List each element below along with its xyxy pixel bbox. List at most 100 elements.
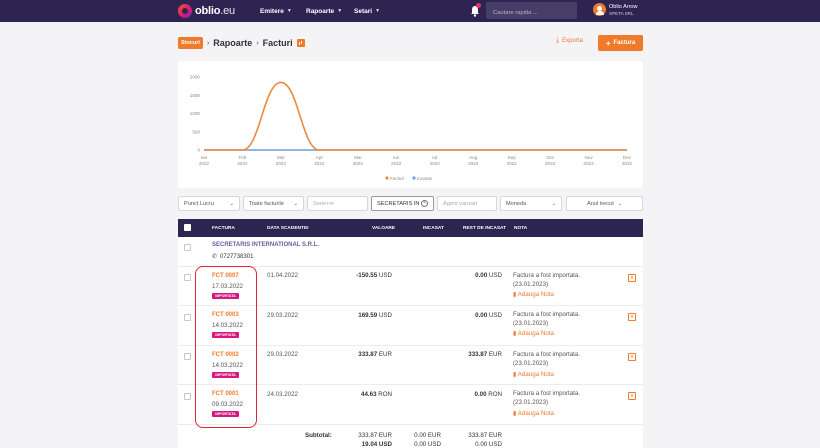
chevron-down-icon: ▼ — [337, 8, 343, 14]
subtotal-rest-2: 0.00 USD — [475, 441, 502, 448]
col-header-nota: NOTA — [514, 226, 528, 231]
x-tick-label: Ian — [201, 155, 208, 160]
select-all-checkbox[interactable] — [184, 224, 191, 231]
client-name[interactable]: SECRETARIS INTERNATIONAL S.R.L. — [212, 242, 320, 248]
serie-nr-input[interactable]: Serie+nr — [307, 196, 368, 211]
chart-toggle-icon[interactable] — [296, 39, 305, 47]
row-actions-dropdown[interactable]: ▾ — [628, 274, 636, 282]
rest-value: 0.00 USD — [475, 312, 502, 319]
row-actions-dropdown[interactable]: ▾ — [628, 392, 636, 400]
invoice-date: 17.03.2022 — [212, 283, 243, 290]
col-header-rest[interactable]: REST DE INCASAT — [463, 226, 507, 231]
quick-search-input[interactable] — [486, 2, 577, 19]
phone-icon: ✆ — [212, 254, 218, 260]
add-note-link[interactable]: ▮ Adauga Nota — [513, 330, 554, 337]
x-tick-label: Oct — [547, 155, 555, 160]
chevron-down-icon: ▼ — [286, 8, 292, 14]
legend-marker — [385, 176, 389, 180]
row-checkbox[interactable] — [184, 393, 191, 400]
x-tick-year: 2022 — [391, 161, 402, 166]
invoice-number[interactable]: FCT 0003 — [212, 312, 239, 318]
add-note-link[interactable]: ▮ Adauga Nota — [513, 291, 554, 298]
oblio-logo[interactable]: oblio.eu — [178, 4, 235, 18]
row-divider — [178, 424, 643, 425]
punct-lucru-select[interactable]: Punct Lucru ⌄ — [178, 196, 240, 211]
x-tick-year: 2022 — [314, 161, 325, 166]
imported-badge: IMPORTATA — [212, 293, 239, 299]
note-icon: ▮ — [513, 410, 517, 417]
client-group-checkbox[interactable] — [184, 244, 191, 251]
col-header-valoare[interactable]: VALOARE — [372, 226, 396, 231]
breadcrumb-separator: › — [206, 39, 210, 47]
row-actions-dropdown[interactable]: ▾ — [628, 353, 636, 361]
user-name[interactable]: Oblio Arrow — [609, 4, 638, 10]
invoice-date: 09.03.2022 — [212, 401, 243, 408]
row-actions-dropdown[interactable]: ▾ — [628, 313, 636, 321]
invoice-type-select[interactable]: Toate facturile ⌄ — [243, 196, 304, 211]
currency-select[interactable]: Moneda ⌄ — [500, 196, 562, 211]
table-header — [178, 219, 643, 237]
note-icon: ▮ — [513, 371, 517, 378]
user-company: SPETA SRL — [609, 11, 634, 16]
nav-setari[interactable]: Setari ▼ — [354, 7, 381, 15]
x-tick-year: 2022 — [545, 161, 556, 166]
add-note-link[interactable]: ▮ Adauga Nota — [513, 410, 554, 417]
y-tick-label: 1000 — [190, 111, 201, 116]
subtotal-value-2: 19.04 USD — [361, 441, 392, 448]
col-header-factura[interactable]: FACTURA — [212, 226, 235, 231]
invoices-chart: 0 500 1000 1500 2000 Ian 2022 Feb 2022 Mar 2022 Apr… — [178, 61, 643, 188]
subtotal-rest-1: 333.87 EUR — [468, 432, 502, 439]
row-checkbox[interactable] — [184, 314, 191, 321]
x-tick-year: 2022 — [468, 161, 479, 166]
row-checkbox[interactable] — [184, 274, 191, 281]
invoice-value: 169.59 USD — [358, 312, 392, 319]
invoice-number[interactable]: FCT 0002 — [212, 352, 239, 358]
notification-bell-icon[interactable] — [470, 5, 480, 17]
x-tick-year: 2022 — [507, 161, 518, 166]
breadcrumb-separator: › — [256, 39, 259, 47]
invoice-number[interactable]: FCT 0001 — [212, 391, 239, 397]
agent-input[interactable]: Agent vanzari — [437, 196, 497, 211]
invoice-value: 44.63 RON — [361, 391, 392, 398]
period-select[interactable]: Anul trecut ⌄ — [566, 196, 643, 211]
x-tick-year: 2022 — [430, 161, 441, 166]
subtotal-paid-2: 0.00 USD — [414, 441, 441, 448]
plus-icon: + — [605, 38, 611, 48]
note-text: Factura a fost importata. (23.01.2023) — [513, 351, 581, 367]
rest-value: 0.00 USD — [475, 272, 502, 279]
rest-value: 0.00 RON — [474, 391, 502, 398]
x-tick-label: Nov — [584, 155, 593, 160]
x-tick-label: Iul — [432, 155, 437, 160]
nav-rapoarte[interactable]: Rapoarte ▼ — [306, 7, 343, 15]
x-tick-year: 2022 — [622, 161, 633, 166]
y-tick-label: 500 — [192, 129, 200, 134]
x-tick-year: 2022 — [583, 161, 594, 166]
subtotal-paid-1: 0.00 EUR — [414, 432, 441, 439]
x-tick-label: Mar — [277, 155, 285, 160]
export-button[interactable]: ⤓ Exporta — [556, 37, 583, 44]
x-tick-year: 2022 — [276, 161, 287, 166]
clear-icon[interactable]: × — [421, 200, 428, 207]
note-icon: ▮ — [513, 330, 517, 337]
imported-badge: IMPORTATA — [212, 372, 239, 378]
row-checkbox[interactable] — [184, 353, 191, 360]
breadcrumb-rapoarte[interactable]: Rapoarte — [213, 38, 253, 48]
add-note-link[interactable]: ▮ Adauga Nota — [513, 371, 554, 378]
highlight-annotation — [195, 266, 257, 428]
client-filter-input[interactable]: SECRETARIS IN × — [371, 196, 434, 211]
invoice-number[interactable]: FCT 0007 — [212, 273, 239, 279]
breadcrumb-home[interactable]: Stocuri — [178, 37, 203, 49]
chevron-down-icon: ⌄ — [551, 200, 556, 207]
subtotal-label: Subtotal: — [305, 432, 332, 439]
user-avatar[interactable] — [593, 3, 606, 16]
nav-emitere[interactable]: Emitere ▼ — [260, 7, 292, 15]
col-header-incasat[interactable]: INCASAT — [423, 226, 444, 231]
invoice-date: 14.03.2022 — [212, 322, 243, 329]
x-tick-label: Apr — [316, 155, 324, 160]
note-text: Factura a fost importata. (23.01.2023) — [513, 272, 581, 288]
add-invoice-button[interactable]: + Factura — [598, 35, 643, 51]
x-tick-label: Sep — [508, 155, 517, 160]
logo-text: oblio.eu — [195, 5, 235, 17]
col-header-scadenta[interactable]: DATA SCADENTEI — [267, 226, 309, 231]
note-icon: ▮ — [513, 291, 517, 298]
